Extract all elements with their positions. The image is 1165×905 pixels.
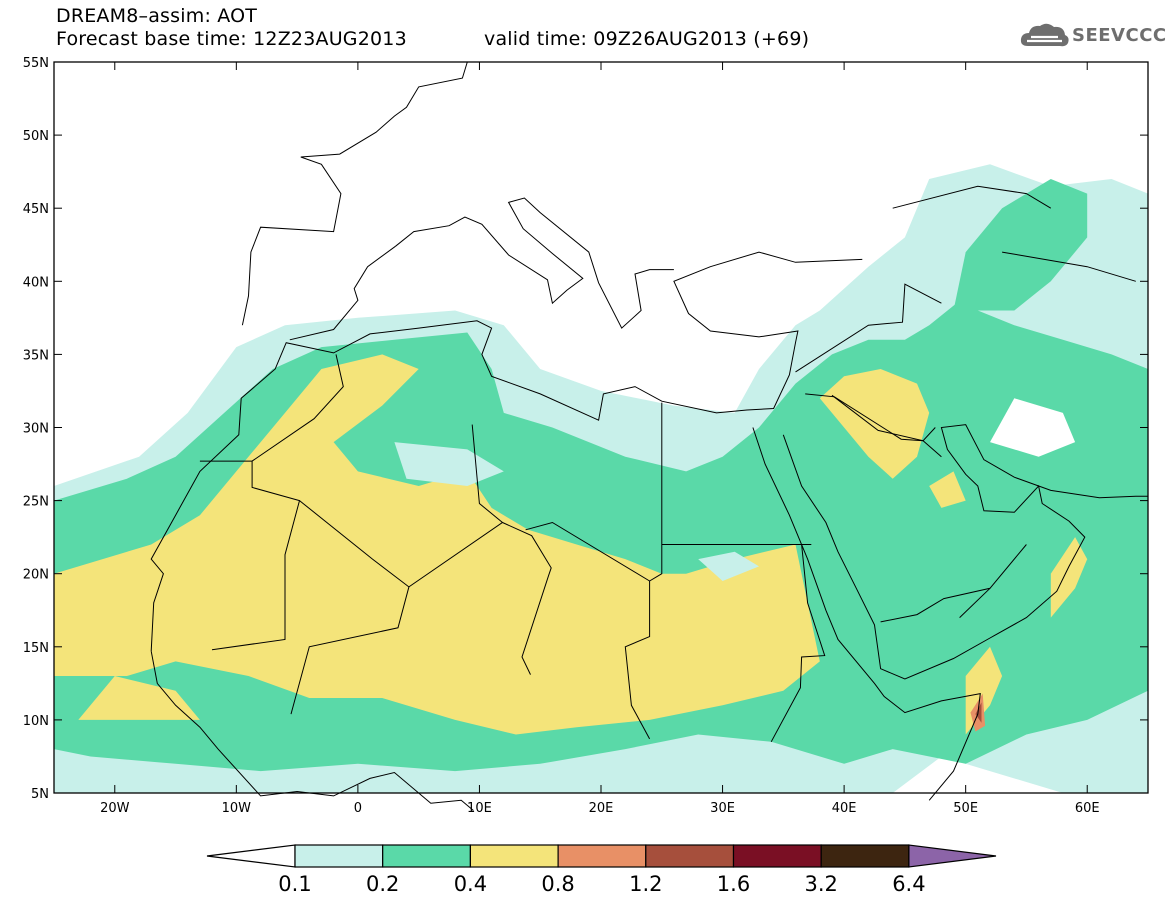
boundary-line — [290, 500, 410, 715]
aot-field — [54, 164, 1148, 794]
boundary-line — [150, 651, 474, 811]
aot-region-aot-0-4 — [819, 369, 930, 479]
lon-tick-label: 50E — [953, 801, 978, 816]
lon-tick-label: 30E — [710, 801, 735, 816]
boundary-line — [289, 245, 396, 341]
boundary-line — [831, 394, 936, 442]
lat-tick-label: 25N — [23, 495, 49, 510]
boundary-line — [395, 197, 674, 329]
boundary-line — [525, 521, 650, 582]
lon-tick-label: 20E — [589, 801, 614, 816]
aot-region-aot-0-4 — [54, 354, 820, 735]
boundary-line — [752, 427, 981, 801]
lat-tick-label: 10N — [23, 714, 49, 729]
boundary-line — [959, 587, 991, 618]
boundary-line — [241, 61, 468, 326]
aot-region-aot-0-4 — [1050, 537, 1088, 618]
boundary-line — [770, 544, 826, 743]
lon-tick-label: 20W — [100, 801, 130, 816]
boundary-line — [150, 251, 863, 652]
lat-tick-label: 30N — [23, 422, 49, 437]
lat-tick-label: 5N — [31, 787, 49, 802]
lon-tick-label: 40E — [832, 801, 857, 816]
lat-tick-label: 15N — [23, 641, 49, 656]
lat-tick-label: 20N — [23, 568, 49, 583]
lat-tick-label: 35N — [23, 348, 49, 363]
lon-tick-label: 0 — [354, 801, 362, 816]
lon-tick-label: 10E — [467, 801, 492, 816]
lat-tick-label: 40N — [23, 275, 49, 290]
aot-region-aot-0-4 — [78, 676, 200, 720]
longitude-axis: 20W 10W 0 10E 20E 30E 40E 50E 60E — [100, 62, 1100, 816]
boundary-line — [805, 393, 942, 458]
valid-time: valid time: 09Z26AUG2013 (+69) — [484, 28, 810, 50]
boundary-line — [624, 402, 663, 740]
cloud-icon — [1020, 23, 1069, 47]
lon-tick-label: 60E — [1075, 801, 1100, 816]
boundary-line — [892, 185, 1052, 209]
lat-tick-label: 45N — [23, 202, 49, 217]
aot-region-below — [990, 398, 1076, 457]
forecast-base-time: Forecast base time: 12Z23AUG2013 — [56, 28, 407, 50]
boundary-line — [1002, 251, 1136, 282]
boundary-line — [471, 424, 503, 523]
aot-region-aot-0-1 — [698, 551, 759, 581]
lon-tick-label: 10W — [222, 801, 252, 816]
lat-tick-label: 55N — [23, 56, 49, 71]
boundary-line — [251, 354, 344, 462]
latitude-axis: 55N 50N 45N 40N 35N 30N 25N 20N 15N 10N 5N — [23, 56, 1148, 802]
aot-region-aot-0-2 — [953, 179, 1088, 311]
seevccc-logo: SEEVCCC — [1018, 20, 1165, 50]
aot-region-aot-0-4 — [929, 471, 966, 508]
boundary-line — [795, 283, 942, 373]
boundary-line — [880, 544, 1027, 623]
country-borders — [150, 61, 1148, 811]
logo-text: SEEVCCC — [1072, 24, 1165, 46]
map-title: DREAM8–assim: AOT — [56, 5, 258, 27]
lat-tick-label: 50N — [23, 129, 49, 144]
boundary-line — [782, 424, 1148, 680]
